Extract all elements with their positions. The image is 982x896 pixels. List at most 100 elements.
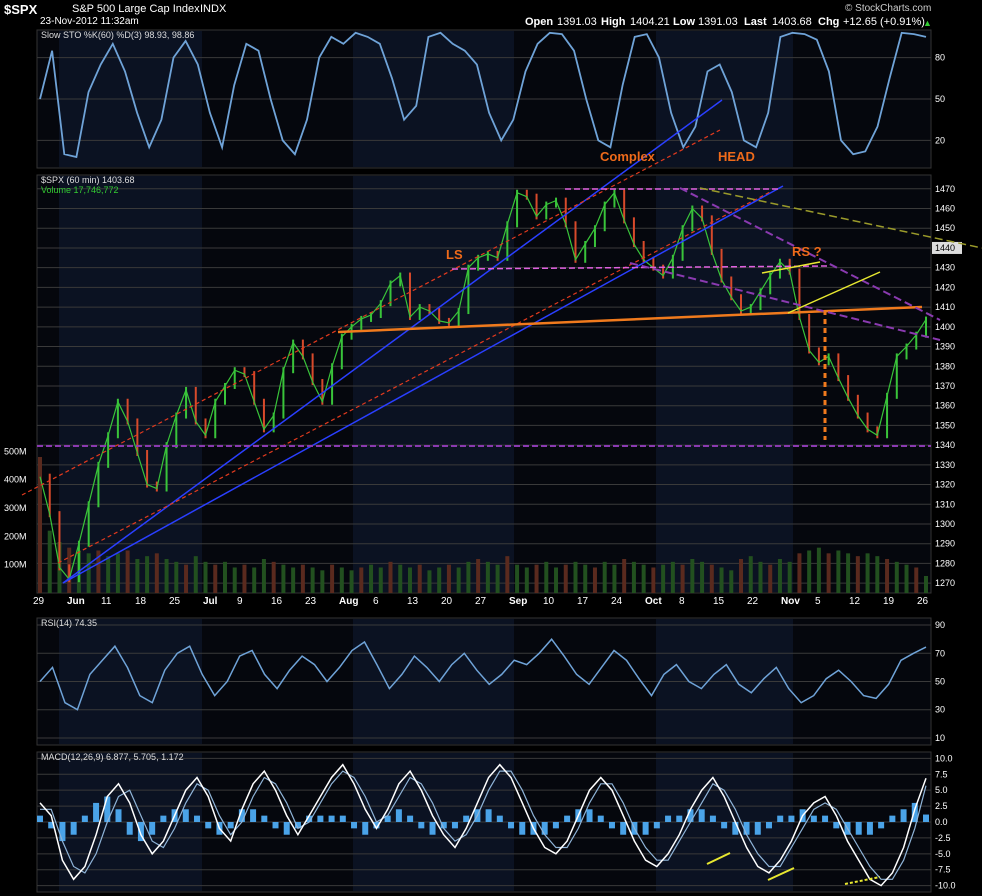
volume-bar (787, 561, 792, 593)
x-tick-label: Jul (203, 596, 218, 607)
y-tick-label: 1310 (935, 499, 955, 509)
volume-bar (115, 553, 120, 593)
y-tick-label: 1470 (935, 184, 955, 194)
y-tick-label: 1460 (935, 204, 955, 214)
macd-histogram-bar (451, 822, 458, 829)
y-tick-label: 1410 (935, 302, 955, 312)
volume-bar (291, 567, 296, 593)
x-tick-label: 5 (815, 596, 821, 607)
y-tick-label: 1430 (935, 263, 955, 273)
stochastic-line (39, 31, 927, 159)
x-tick-label: 22 (747, 596, 759, 607)
macd-histogram-bar (620, 822, 627, 835)
volume-bar (300, 564, 305, 593)
volume-bar (164, 559, 169, 593)
volume-bar (349, 570, 354, 593)
volume-tick-label: 500M (4, 446, 27, 456)
macd-histogram-bar (81, 815, 88, 822)
downtrend-channel-upper (679, 187, 941, 321)
watermark: © StockCharts.com (845, 3, 932, 14)
change-value: +12.65 (+0.91%) (843, 16, 925, 28)
macd-histogram-bar (160, 815, 167, 822)
y-tick-label: 7.5 (935, 769, 948, 779)
y-tick-label: 0.0 (935, 817, 948, 827)
volume-bar (398, 564, 403, 593)
volume-bar (359, 567, 364, 593)
macd-histogram-bar (339, 815, 346, 822)
macd-histogram-bar (59, 822, 66, 842)
volume-bar (777, 559, 782, 593)
volume-legend: Volume 17,746,772 (41, 185, 119, 195)
macd-histogram-bar (923, 814, 929, 822)
volume-bar (690, 559, 695, 593)
last-label: Last (744, 16, 767, 28)
volume-bar (476, 559, 481, 593)
x-tick-label: 13 (407, 596, 419, 607)
volume-bar (174, 561, 179, 593)
security-name: S&P 500 Large Cap Index (72, 3, 200, 15)
y-tick-label: 70 (935, 648, 945, 658)
x-tick-label: Aug (339, 596, 358, 607)
volume-bar (281, 564, 286, 593)
x-tick-label: 8 (679, 596, 685, 607)
volume-bar (86, 553, 91, 593)
macd-histogram-bar (317, 815, 324, 822)
volume-bar (222, 561, 227, 593)
volume-bar (466, 561, 471, 593)
macd-histogram-bar (519, 822, 526, 835)
macd-histogram-bar (642, 822, 649, 835)
x-tick-label: 9 (237, 596, 243, 607)
quote-date: 23-Nov-2012 11:32am (40, 16, 139, 27)
macd-histogram-bar (754, 822, 761, 835)
wedge-top (761, 261, 821, 274)
high-value: 1404.21 (630, 16, 670, 28)
volume-bar (748, 556, 753, 593)
x-tick-label: 27 (475, 596, 487, 607)
price-line (39, 191, 927, 581)
macd-histogram-bar (709, 815, 716, 822)
volume-bar (106, 556, 111, 593)
macd-divergence-2 (767, 867, 795, 881)
macd-histogram-bar (328, 815, 335, 822)
volume-bar (330, 564, 335, 593)
volume-bar (924, 576, 928, 593)
y-tick-label: 50 (935, 677, 945, 687)
macd-histogram-bar (261, 815, 268, 822)
macd-histogram-bar (597, 815, 604, 822)
volume-tick-label: 200M (4, 531, 27, 541)
high-label: High (601, 16, 626, 28)
macd-histogram-bar (351, 822, 358, 829)
y-tick-label: -2.5 (935, 833, 951, 843)
macd-histogram-bar (889, 815, 896, 822)
macd-histogram-bar (205, 822, 212, 829)
macd-histogram-bar (37, 815, 43, 822)
y-tick-label: 1280 (935, 558, 955, 568)
volume-bar (670, 561, 675, 593)
x-tick-label: Sep (509, 596, 527, 607)
y-tick-label: 1420 (935, 282, 955, 292)
volume-bar (719, 567, 724, 593)
y-tick-label: 1340 (935, 440, 955, 450)
price-marker-box (932, 241, 962, 254)
volume-bar (846, 553, 851, 593)
volume-bar (573, 561, 578, 593)
volume-bar (427, 570, 432, 593)
macd-histogram-bar (306, 815, 313, 822)
y-tick-label: 1400 (935, 322, 955, 332)
volume-bar (47, 530, 52, 593)
volume-bar (213, 564, 218, 593)
volume-bar (592, 567, 597, 593)
x-tick-label: 23 (305, 596, 317, 607)
y-tick-label: -5.0 (935, 849, 951, 859)
macd-histogram-bar (227, 822, 234, 829)
volume-bar (437, 567, 442, 593)
annotation-complex: Complex (600, 149, 656, 164)
red-channel-lower (57, 191, 771, 564)
macd-histogram-bar (440, 822, 447, 829)
macd-histogram-bar (137, 822, 144, 842)
macd-histogram-bar (126, 822, 133, 835)
volume-bar (407, 567, 412, 593)
macd-histogram-bar (496, 815, 503, 822)
x-tick-label: 15 (713, 596, 725, 607)
y-tick-label: 1330 (935, 460, 955, 470)
